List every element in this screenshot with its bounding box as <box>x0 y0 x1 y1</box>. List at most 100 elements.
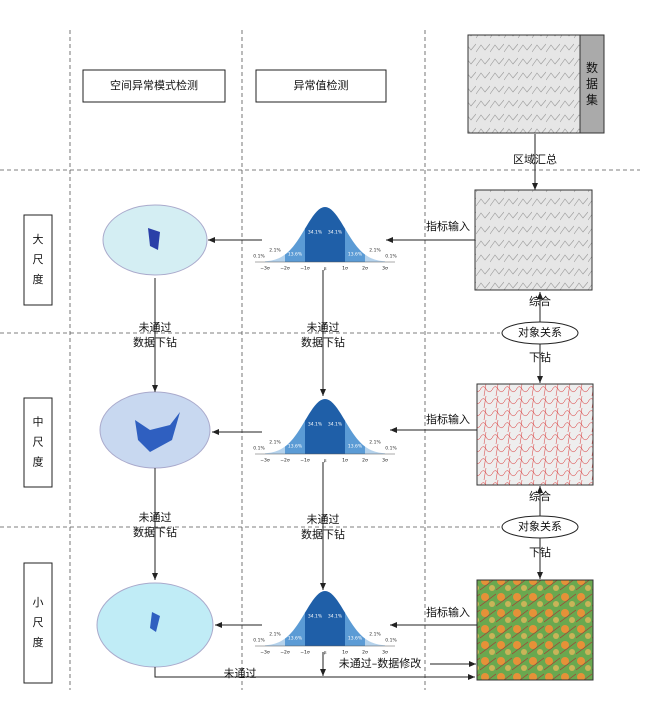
curve-band <box>265 638 285 646</box>
axis-label: 2σ <box>362 266 368 272</box>
char: 尺 <box>33 436 44 449</box>
object-relation: 对象关系 <box>518 325 562 339</box>
dataset-tab <box>579 34 605 134</box>
not-passed: 未通过 <box>139 511 172 524</box>
char: 集 <box>586 92 598 107</box>
percent-label: 13.6% <box>288 636 303 642</box>
axis-label: 1σ <box>342 266 348 272</box>
char: 据 <box>586 77 598 91</box>
percent-label: 2.1% <box>269 440 281 446</box>
not-passed: 数据下钻 <box>133 525 177 539</box>
scale-label: 中尺度 <box>33 416 44 469</box>
percent-label: 2.1% <box>369 632 381 638</box>
cluster <box>150 612 160 632</box>
percent-label: 13.6% <box>288 444 303 450</box>
axis-label: 1σ <box>342 458 348 464</box>
not-passed-modify: 未通过–数据修改 <box>339 656 422 670</box>
curve-band <box>345 228 365 262</box>
char: 中 <box>33 416 44 429</box>
percent-label: 13.6% <box>348 252 363 258</box>
curve-band <box>345 420 365 454</box>
percent-label: 2.1% <box>269 632 281 638</box>
axis-label: −1σ <box>300 266 310 272</box>
dataset-map <box>467 34 581 134</box>
percent-label: 13.6% <box>288 252 303 258</box>
scale-box <box>23 397 53 488</box>
drill-down: 下钻 <box>529 350 551 364</box>
not-passed: 未通过 <box>224 667 257 680</box>
curve-band <box>285 612 305 646</box>
curve-band <box>285 228 305 262</box>
curve-band <box>305 207 345 262</box>
dataset-label: 数据集 <box>586 60 598 107</box>
axis-label: −3σ <box>260 650 270 656</box>
arrows <box>152 237 543 680</box>
curve-band <box>285 420 305 454</box>
axis-label: −3σ <box>260 458 270 464</box>
char: 尺 <box>33 253 44 266</box>
scale-box <box>23 214 53 306</box>
indicator-input: 指标输入 <box>426 412 470 426</box>
percent-label: 0.1% <box>385 638 397 644</box>
header: 异常值检测 <box>294 78 349 92</box>
axis-label: −3σ <box>260 266 270 272</box>
percent-label: 34.1% <box>308 422 323 428</box>
object-relation: 对象关系 <box>518 519 562 533</box>
axis-label: 3σ <box>382 266 388 272</box>
percent-label: 34.1% <box>328 614 343 620</box>
scale-box <box>23 562 53 684</box>
not-passed: 数据下钻 <box>301 335 345 349</box>
percent-label: 0.1% <box>385 446 397 452</box>
relation-box <box>501 515 579 539</box>
relation-box <box>501 321 579 345</box>
curve-band <box>365 254 385 262</box>
axis-label: 1σ <box>342 650 348 656</box>
not-passed: 未通过 <box>139 321 172 334</box>
axis-label: μ <box>324 459 327 464</box>
cluster <box>148 228 160 250</box>
percent-label: 2.1% <box>369 440 381 446</box>
synthesis: 综合 <box>529 489 551 503</box>
curve-band <box>365 638 385 646</box>
axis-label: −2σ <box>280 458 290 464</box>
not-passed: 未通过 <box>307 513 340 526</box>
map-medium <box>476 383 594 486</box>
axis-label: μ <box>324 651 327 656</box>
indicator-input: 指标输入 <box>426 219 470 233</box>
percent-label: 34.1% <box>328 230 343 236</box>
percent-label: 34.1% <box>308 614 323 620</box>
axis-label: 3σ <box>382 650 388 656</box>
header-box <box>82 69 226 103</box>
scale-label: 小尺度 <box>33 596 44 649</box>
char: 度 <box>33 272 44 286</box>
axis-label: −2σ <box>280 266 290 272</box>
percent-label: 13.6% <box>348 636 363 642</box>
not-passed: 数据下钻 <box>301 527 345 541</box>
char: 数 <box>586 60 598 75</box>
curve-band <box>305 591 345 646</box>
header: 空间异常模式检测 <box>110 78 198 92</box>
axis-label: 2σ <box>362 458 368 464</box>
axis-label: 3σ <box>382 458 388 464</box>
axis-label: 2σ <box>362 650 368 656</box>
char: 度 <box>33 455 44 469</box>
curve-band <box>345 612 365 646</box>
percent-label: 34.1% <box>328 422 343 428</box>
percent-label: 34.1% <box>308 230 323 236</box>
char: 度 <box>33 635 44 649</box>
header-box <box>255 69 387 103</box>
cluster <box>135 412 180 452</box>
axis-label: −1σ <box>300 458 310 464</box>
percent-label: 0.1% <box>385 254 397 260</box>
not-passed: 未通过 <box>307 321 340 334</box>
map-small <box>476 579 594 681</box>
char: 大 <box>33 232 44 246</box>
char: 尺 <box>33 616 44 629</box>
percent-label: 2.1% <box>269 248 281 254</box>
percent-label: 0.1% <box>253 446 265 452</box>
percent-label: 0.1% <box>253 638 265 644</box>
synthesis: 综合 <box>529 294 551 308</box>
axis-label: μ <box>324 267 327 272</box>
curve-band <box>305 399 345 454</box>
